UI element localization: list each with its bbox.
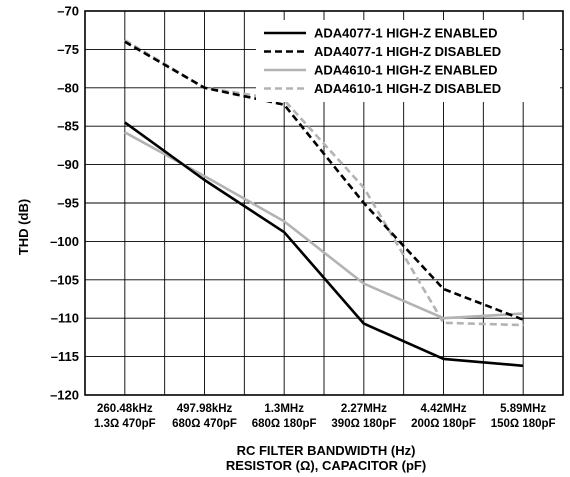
x-tick-label-frequency: 2.27MHz	[341, 403, 387, 415]
series-layer	[124, 39, 524, 368]
y-tick-label: –85	[57, 119, 79, 134]
y-tick-label: –90	[57, 157, 79, 172]
y-tick-label: –115	[51, 349, 79, 364]
x-tick-label-frequency: 260.48kHz	[97, 403, 153, 415]
y-tick-label: –100	[50, 234, 79, 249]
y-axis-ticks: –70 –75 –80 –85 –90 –95 –100 –105 –110 –115 –120	[50, 4, 79, 403]
x-axis-ticks: 260.48kHz 1.3Ω 470pF 497.98kHz 680Ω 470pF 1.…	[94, 403, 556, 430]
x-tick-label-frequency: 5.89MHz	[500, 403, 546, 415]
series-line-ada4077-1-high-z-disabled	[124, 40, 524, 321]
legend-label: ADA4610-1 HIGH-Z DISABLED	[314, 81, 501, 96]
legend: ADA4077-1 HIGH-Z ENABLED ADA4077-1 HIGH-Z…	[256, 20, 560, 102]
series-line-ada4077-1-high-z-enabled	[124, 121, 524, 368]
y-tick-label: –95	[57, 196, 79, 211]
legend-label: ADA4077-1 HIGH-Z DISABLED	[314, 44, 501, 59]
y-tick-label: –120	[50, 388, 79, 403]
x-axis-title-line1: RC FILTER BANDWIDTH (Hz)	[237, 443, 416, 458]
plot-frame	[84, 10, 564, 396]
x-tick-label-rc: 680Ω 470pF	[172, 418, 237, 430]
legend-label: ADA4610-1 HIGH-Z ENABLED	[314, 63, 497, 78]
x-tick-label-rc: 390Ω 180pF	[331, 418, 396, 430]
x-tick-label-frequency: 1.3MHz	[264, 403, 304, 415]
x-tick-label-rc: 200Ω 180pF	[411, 418, 476, 430]
x-tick-label-frequency: 4.42MHz	[420, 403, 466, 415]
series-line-ada4610-1-high-z-disabled	[124, 39, 524, 327]
x-tick-label-rc: 1.3Ω 470pF	[94, 418, 156, 430]
y-tick-label: –75	[57, 42, 79, 57]
y-axis-title: THD (dB)	[16, 199, 31, 255]
y-tick-label: –110	[51, 311, 79, 326]
legend-background	[256, 20, 560, 102]
legend-label: ADA4077-1 HIGH-Z ENABLED	[314, 26, 497, 41]
y-tick-label: –70	[57, 4, 79, 19]
y-tick-label: –105	[50, 272, 79, 287]
x-tick-label-rc: 680Ω 180pF	[252, 418, 317, 430]
x-tick-label-frequency: 497.98kHz	[177, 403, 233, 415]
y-tick-label: –80	[57, 80, 79, 95]
x-axis-title-line2: RESISTOR (Ω), CAPACITOR (pF)	[226, 458, 426, 473]
x-tick-label-rc: 150Ω 180pF	[491, 418, 556, 430]
